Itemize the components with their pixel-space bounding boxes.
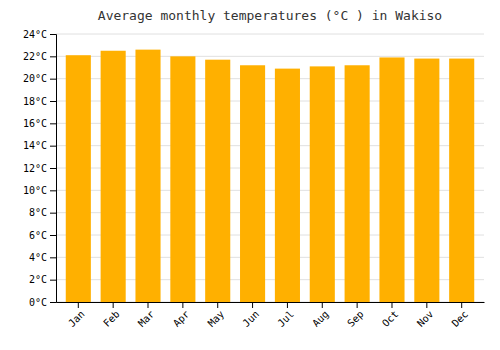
bar bbox=[449, 59, 474, 302]
bar bbox=[275, 69, 300, 302]
tick: Oct bbox=[380, 302, 401, 329]
tick-label: 12°C bbox=[23, 163, 47, 174]
tick-label: 6°C bbox=[29, 230, 47, 241]
tick-mark bbox=[50, 56, 56, 57]
tick-mark bbox=[426, 302, 427, 308]
tick-mark bbox=[50, 79, 56, 80]
tick: 14°C bbox=[23, 140, 56, 151]
tick-label: 16°C bbox=[23, 118, 47, 129]
tick-label: 18°C bbox=[23, 96, 47, 107]
tick-label: 2°C bbox=[29, 274, 47, 285]
tick-mark bbox=[252, 302, 253, 308]
grid-line bbox=[56, 34, 484, 35]
tick: 12°C bbox=[23, 163, 56, 174]
tick-mark bbox=[322, 302, 323, 308]
tick: Jan bbox=[66, 302, 87, 329]
tick: 4°C bbox=[29, 252, 56, 263]
bar bbox=[135, 50, 160, 302]
tick-mark bbox=[78, 302, 79, 308]
tick-mark bbox=[391, 302, 392, 308]
tick-mark bbox=[50, 146, 56, 147]
tick-label: 14°C bbox=[23, 140, 47, 151]
tick: 22°C bbox=[23, 51, 56, 62]
tick-label: Aug bbox=[310, 308, 331, 329]
title: Average monthly temperatures (°C ) in Wa… bbox=[98, 8, 442, 23]
bar bbox=[170, 56, 195, 302]
tick: 0°C bbox=[29, 297, 56, 308]
tick: Dec bbox=[450, 302, 471, 329]
tick-mark bbox=[50, 235, 56, 236]
plot: 0°C 2°C 4°C 6°C 8°C 10°C 12°C 14°C 16°C 18°C 20°C 2… bbox=[23, 29, 485, 329]
tick-label: 20°C bbox=[23, 73, 47, 84]
tick-mark bbox=[50, 280, 56, 281]
tick-label: Dec bbox=[450, 308, 471, 329]
tick-label: May bbox=[206, 308, 227, 329]
bars bbox=[66, 50, 474, 302]
tick: Feb bbox=[101, 302, 122, 329]
tick-mark bbox=[113, 302, 114, 308]
tick-label: Feb bbox=[101, 308, 122, 329]
tick: Aug bbox=[310, 302, 331, 329]
tick-label: Oct bbox=[380, 308, 401, 329]
tick-mark bbox=[50, 101, 56, 102]
axis-line bbox=[57, 302, 485, 303]
tick: 16°C bbox=[23, 118, 56, 129]
tick: Apr bbox=[171, 302, 192, 329]
tick-mark bbox=[50, 34, 56, 35]
tick-label: 8°C bbox=[29, 207, 47, 218]
tick-mark bbox=[217, 302, 218, 308]
tick-mark bbox=[50, 302, 56, 303]
tick-label: Sep bbox=[345, 308, 366, 329]
grid bbox=[56, 34, 484, 302]
tick: 10°C bbox=[23, 185, 56, 196]
tick-mark bbox=[148, 302, 149, 308]
y-axis: 0°C 2°C 4°C 6°C 8°C 10°C 12°C 14°C 16°C 18°C 20°C 2… bbox=[23, 29, 57, 308]
tick-mark bbox=[182, 302, 183, 308]
tick-mark bbox=[50, 190, 56, 191]
tick: 2°C bbox=[29, 274, 56, 285]
bar bbox=[310, 66, 335, 302]
tick-mark bbox=[461, 302, 462, 308]
tick: Jun bbox=[241, 302, 262, 329]
bar bbox=[205, 60, 230, 302]
tick-label: 24°C bbox=[23, 29, 47, 40]
tick: Jul bbox=[275, 302, 296, 329]
tick: Sep bbox=[345, 302, 366, 329]
tick-label: 0°C bbox=[29, 297, 47, 308]
bar bbox=[66, 55, 91, 302]
tick: 8°C bbox=[29, 207, 56, 218]
tick-label: Jan bbox=[66, 308, 87, 329]
tick: May bbox=[206, 302, 227, 329]
bar bbox=[379, 57, 404, 302]
tick: 24°C bbox=[23, 29, 56, 40]
tick-mark bbox=[287, 302, 288, 308]
tick-label: 10°C bbox=[23, 185, 47, 196]
tick-label: Jun bbox=[241, 308, 262, 329]
tick-label: Mar bbox=[136, 308, 157, 329]
tick-mark bbox=[50, 213, 56, 214]
tick-label: 4°C bbox=[29, 252, 47, 263]
axis-line bbox=[50, 35, 57, 303]
tick: 18°C bbox=[23, 96, 56, 107]
bar bbox=[345, 65, 370, 302]
bar bbox=[240, 65, 265, 302]
tick: 20°C bbox=[23, 73, 56, 84]
bar bbox=[414, 59, 439, 302]
tick-mark bbox=[50, 168, 56, 169]
tick: Nov bbox=[415, 302, 436, 329]
tick: Mar bbox=[136, 302, 157, 329]
tick-mark bbox=[357, 302, 358, 308]
tick: 6°C bbox=[29, 230, 56, 241]
tick-mark bbox=[50, 257, 56, 258]
tick-label: Jul bbox=[275, 308, 296, 329]
tick-label: Nov bbox=[415, 308, 436, 329]
tick-label: Apr bbox=[171, 308, 192, 329]
x-axis: Jan Feb Mar Apr May Jun Jul Aug Sep Oct Nov Dec bbox=[57, 302, 485, 329]
tick-mark bbox=[50, 123, 56, 124]
bar bbox=[101, 51, 126, 302]
chart: 0°C 2°C 4°C 6°C 8°C 10°C 12°C 14°C 16°C 18°C 20°C 2… bbox=[0, 0, 500, 350]
tick-label: 22°C bbox=[23, 51, 47, 62]
